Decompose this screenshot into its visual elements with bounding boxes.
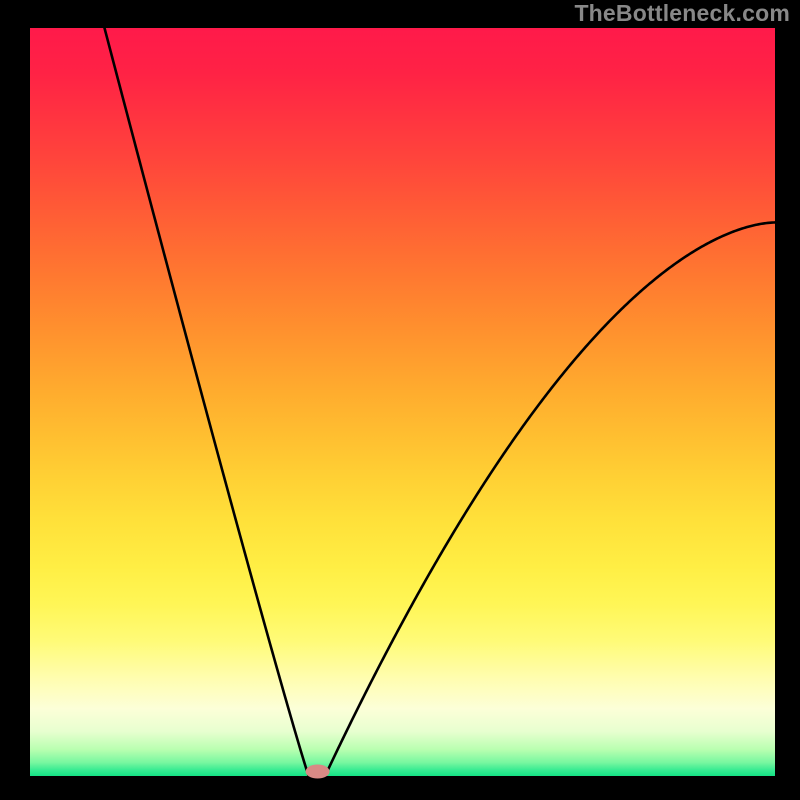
optimum-marker (306, 765, 330, 779)
watermark-text: TheBottleneck.com (574, 0, 790, 27)
chart-container: { "meta": { "watermark": "TheBottleneck.… (0, 0, 800, 800)
bottleneck-chart (0, 0, 800, 800)
gradient-background (30, 28, 775, 776)
